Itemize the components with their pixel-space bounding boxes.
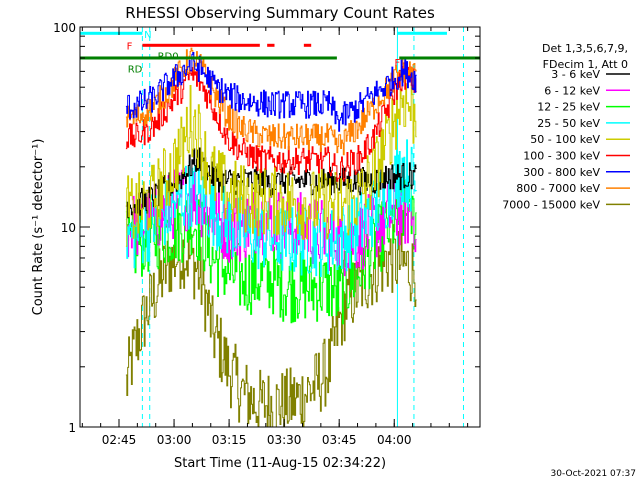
series-line-100-300keV [125, 62, 417, 182]
legend-label-4: 50 - 100 keV [530, 133, 600, 146]
x-tick-label-0: 02:45 [102, 433, 137, 447]
flag-bar-N-0 [80, 31, 143, 35]
legend-label-2: 12 - 25 keV [537, 101, 600, 114]
x-tick-label-5: 04:00 [377, 433, 412, 447]
plot-area [125, 27, 464, 428]
y-tick-label-0: 1 [68, 421, 76, 435]
legend-label-7: 800 - 7000 keV [516, 182, 600, 195]
flag-label-2: RD0 [158, 52, 179, 63]
legend-label-6: 300 - 800 keV [523, 166, 600, 179]
legend-header-1: FDecim 1, Att 0 [543, 58, 628, 71]
x-tick-label-3: 03:30 [267, 433, 302, 447]
flag-label-1: F [127, 41, 133, 52]
flag-label-0: N [144, 30, 151, 41]
legend-label-1: 6 - 12 keV [544, 84, 600, 97]
series-line-6-12keV [125, 167, 417, 277]
y-tick-label-2: 100 [53, 21, 76, 35]
axes: 02:45 03:00 03:15 03:30 03:45 04:00 1 10 100 [53, 21, 480, 447]
series-line-300-800keV [125, 52, 417, 132]
legend-label-8: 7000 - 15000 keV [502, 198, 600, 211]
flag-bar-N-1 [397, 31, 447, 35]
legend-label-5: 100 - 300 keV [523, 150, 600, 163]
x-axis-label: Start Time (11-Aug-15 02:34:22) [174, 456, 386, 471]
x-tick-label-4: 03:45 [322, 433, 357, 447]
flag-bar-F-2 [303, 43, 312, 47]
x-tick-label-2: 03:15 [212, 433, 247, 447]
y-axis-label: Count Rate (s⁻¹ detector⁻¹) [31, 139, 46, 316]
legend-label-0: 3 - 6 keV [551, 68, 600, 81]
series-line-3-6keV [125, 147, 417, 219]
flag-label-3: RD [128, 65, 143, 76]
legend: Det 1,3,5,6,7,9, FDecim 1, Att 03 - 6 keV… [502, 42, 630, 211]
flag-bar-RD0-0 [80, 56, 337, 60]
flag-label-4: F [395, 58, 401, 69]
legend-label-3: 25 - 50 keV [537, 117, 600, 130]
chart-title: RHESSI Observing Summary Count Rates [125, 4, 435, 22]
series-line-800-7000keV [125, 47, 417, 156]
footer-timestamp: 30-Oct-2021 07:37 [551, 469, 636, 479]
y-tick-label-1: 10 [61, 221, 76, 235]
flag-bar-F-1 [267, 43, 275, 47]
series-line-50-100keV [125, 83, 417, 247]
x-tick-label-1: 03:00 [157, 433, 192, 447]
series-line-25-50keV [125, 139, 417, 277]
flag-bar-F-0 [142, 43, 260, 47]
legend-header-0: Det 1,3,5,6,7,9, [542, 42, 628, 55]
flag-bar-RD0-1 [399, 56, 480, 60]
